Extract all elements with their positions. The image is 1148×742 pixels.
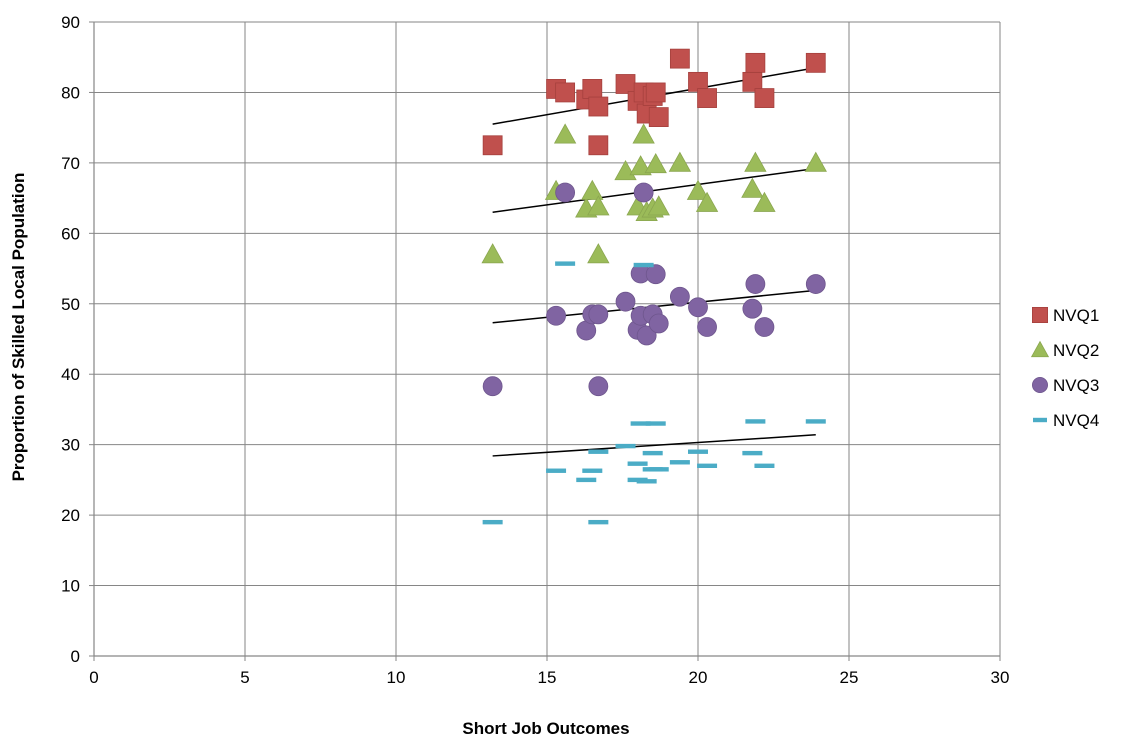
nvq4-point (806, 419, 826, 423)
y-tick-label: 80 (61, 83, 80, 102)
legend-marker-nvq1 (1032, 307, 1047, 322)
nvq4-point (697, 464, 717, 468)
nvq2-point (805, 152, 826, 171)
y-tick-label: 10 (61, 577, 80, 596)
nvq4-point (576, 478, 596, 482)
nvq1-point (616, 74, 635, 93)
nvq1-point (755, 89, 774, 108)
nvq2-point (588, 244, 609, 263)
nvq4-point (483, 520, 503, 524)
nvq2-point (582, 181, 603, 200)
nvq3-point (634, 183, 653, 202)
nvq4-point (670, 460, 690, 464)
nvq4-point (588, 450, 608, 454)
nvq2-point (633, 124, 654, 143)
nvq2-point (555, 124, 576, 143)
nvq1-point (646, 83, 665, 102)
nvq4-point (628, 461, 648, 465)
nvq3-point (670, 287, 689, 306)
x-tick-label: 25 (840, 668, 859, 687)
nvq4-point (745, 419, 765, 423)
nvq3-point (743, 299, 762, 318)
nvq4-point (555, 261, 575, 265)
nvq2-point (745, 152, 766, 171)
nvq4-point (582, 469, 602, 473)
legend-marker-nvq3 (1032, 377, 1047, 392)
nvq4-point (688, 450, 708, 454)
nvq3-point (589, 305, 608, 324)
nvq4-point (649, 467, 669, 471)
nvq3-point (689, 298, 708, 317)
y-tick-label: 40 (61, 365, 80, 384)
x-tick-label: 10 (387, 668, 406, 687)
nvq4-point (643, 451, 663, 455)
nvq2-point (669, 152, 690, 171)
nvq2-point (482, 244, 503, 263)
nvq1-point (746, 53, 765, 72)
x-tick-label: 5 (240, 668, 249, 687)
nvq4-point (588, 520, 608, 524)
y-tick-label: 30 (61, 436, 80, 455)
grid (94, 22, 1000, 656)
x-tick-label: 0 (89, 668, 98, 687)
nvq3-point (806, 275, 825, 294)
nvq1-point (583, 79, 602, 98)
nvq2-point (742, 178, 763, 197)
y-tick-label: 60 (61, 224, 80, 243)
nvq4-point (634, 263, 654, 267)
y-tick-label: 70 (61, 154, 80, 173)
legend-marker-nvq4 (1033, 418, 1047, 422)
nvq3-point (483, 377, 502, 396)
nvq1-point (806, 53, 825, 72)
nvq1-point (589, 136, 608, 155)
y-tick-label: 0 (71, 647, 80, 666)
nvq3-point (649, 314, 668, 333)
nvq1-point (649, 108, 668, 127)
nvq4-point (646, 421, 666, 425)
nvq4-point (546, 469, 566, 473)
nvq3-point (755, 318, 774, 337)
nvq1-point (556, 83, 575, 102)
y-tick-label: 50 (61, 295, 80, 314)
legend: NVQ1 NVQ2 NVQ3 NVQ4 (1032, 306, 1100, 430)
legend-label-nvq3: NVQ3 (1053, 376, 1099, 395)
legend-label-nvq1: NVQ1 (1053, 306, 1099, 325)
nvq4-point (616, 444, 636, 448)
y-axis-title: Proportion of Skilled Local Population (9, 173, 28, 482)
nvq3-point (616, 292, 635, 311)
nvq4-point (742, 451, 762, 455)
nvq3-point (556, 183, 575, 202)
nvq3-point (698, 318, 717, 337)
nvq3-point (746, 275, 765, 294)
x-tick-label: 30 (991, 668, 1010, 687)
y-tick-label: 90 (61, 13, 80, 32)
legend-marker-nvq2 (1032, 342, 1049, 357)
legend-label-nvq2: NVQ2 (1053, 341, 1099, 360)
nvq3-point (646, 265, 665, 284)
legend-label-nvq4: NVQ4 (1053, 411, 1099, 430)
x-axis-title: Short Job Outcomes (462, 719, 629, 738)
y-tick-label: 20 (61, 506, 80, 525)
x-tick-label: 20 (689, 668, 708, 687)
nvq3-point (589, 377, 608, 396)
nvq4-point (637, 479, 657, 483)
nvq1-point (483, 136, 502, 155)
nvq1-point (698, 89, 717, 108)
nvq3-point (547, 306, 566, 325)
nvq1-point (670, 49, 689, 68)
nvq1-point (589, 97, 608, 116)
nvq4-point (754, 464, 774, 468)
x-tick-label: 15 (538, 668, 557, 687)
